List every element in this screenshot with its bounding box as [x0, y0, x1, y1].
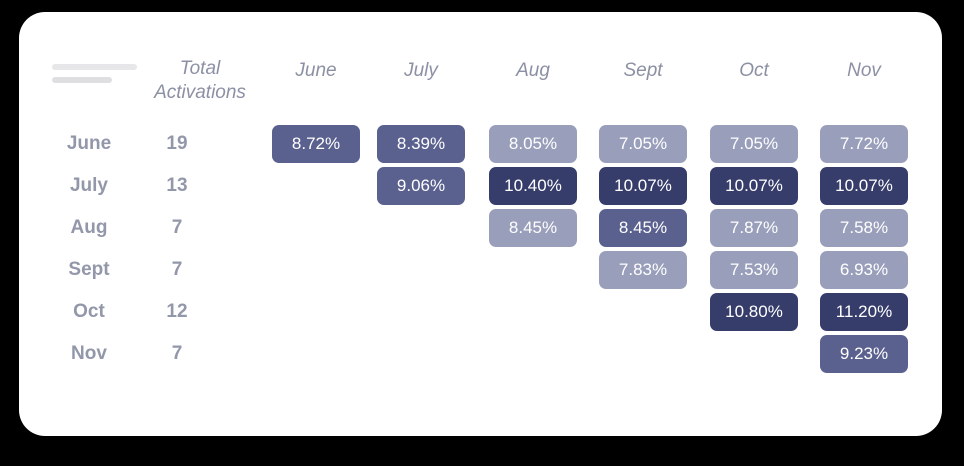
cohort-table-card: Total Activations June July Aug Sept Oct Nov J…	[19, 12, 942, 436]
cohort-cell-aug-oct[interactable]: 7.87%	[710, 209, 798, 247]
row-label-nov: Nov	[71, 343, 107, 364]
row-label-july: July	[69, 175, 109, 196]
total-activations-header-line1: Total	[179, 58, 221, 79]
total-activations-header-line2: Activations	[154, 82, 246, 103]
column-header-july: July	[404, 60, 438, 81]
cohort-cell-sept-oct[interactable]: 7.53%	[710, 251, 798, 289]
cohort-cell-nov-nov[interactable]: 9.23%	[820, 335, 908, 373]
cohort-cell-june-oct[interactable]: 7.05%	[710, 125, 798, 163]
cohort-cell-aug-nov[interactable]: 7.58%	[820, 209, 908, 247]
column-header-june: June	[295, 60, 337, 81]
cohort-cell-june-sept[interactable]: 7.05%	[599, 125, 687, 163]
cohort-cell-june-july[interactable]: 8.39%	[377, 125, 465, 163]
cohort-cell-aug-aug[interactable]: 8.45%	[489, 209, 577, 247]
column-header-aug: Aug	[516, 60, 550, 81]
cohort-cell-july-sept[interactable]: 10.07%	[599, 167, 687, 205]
total-activations-nov: 7	[171, 343, 183, 364]
row-label-sept: Sept	[68, 259, 110, 280]
total-activations-july: 13	[166, 175, 188, 196]
cohort-cell-aug-sept[interactable]: 8.45%	[599, 209, 687, 247]
cohort-cell-june-aug[interactable]: 8.05%	[489, 125, 577, 163]
cohort-cell-oct-nov[interactable]: 11.20%	[820, 293, 908, 331]
cohort-cell-july-aug[interactable]: 10.40%	[489, 167, 577, 205]
column-header-oct: Oct	[739, 60, 769, 81]
row-label-aug: Aug	[70, 217, 108, 238]
total-activations-aug: 7	[171, 217, 183, 238]
skeleton-line-icon	[52, 77, 112, 83]
total-activations-sept: 7	[171, 259, 183, 280]
cohort-cell-sept-nov[interactable]: 6.93%	[820, 251, 908, 289]
cohort-cell-sept-sept[interactable]: 7.83%	[599, 251, 687, 289]
column-header-sept: Sept	[623, 60, 663, 81]
cohort-cell-june-june[interactable]: 8.72%	[272, 125, 360, 163]
cohort-cell-july-nov[interactable]: 10.07%	[820, 167, 908, 205]
skeleton-line-icon	[52, 64, 137, 70]
column-header-nov: Nov	[847, 60, 881, 81]
row-label-oct: Oct	[73, 301, 105, 322]
cohort-cell-oct-oct[interactable]: 10.80%	[710, 293, 798, 331]
total-activations-oct: 12	[166, 301, 188, 322]
cohort-cell-july-oct[interactable]: 10.07%	[710, 167, 798, 205]
cohort-cell-june-nov[interactable]: 7.72%	[820, 125, 908, 163]
cohort-cell-july-july[interactable]: 9.06%	[377, 167, 465, 205]
total-activations-june: 19	[166, 133, 188, 154]
total-activations-header: Total Activations	[140, 57, 260, 105]
row-label-june: June	[66, 133, 112, 154]
